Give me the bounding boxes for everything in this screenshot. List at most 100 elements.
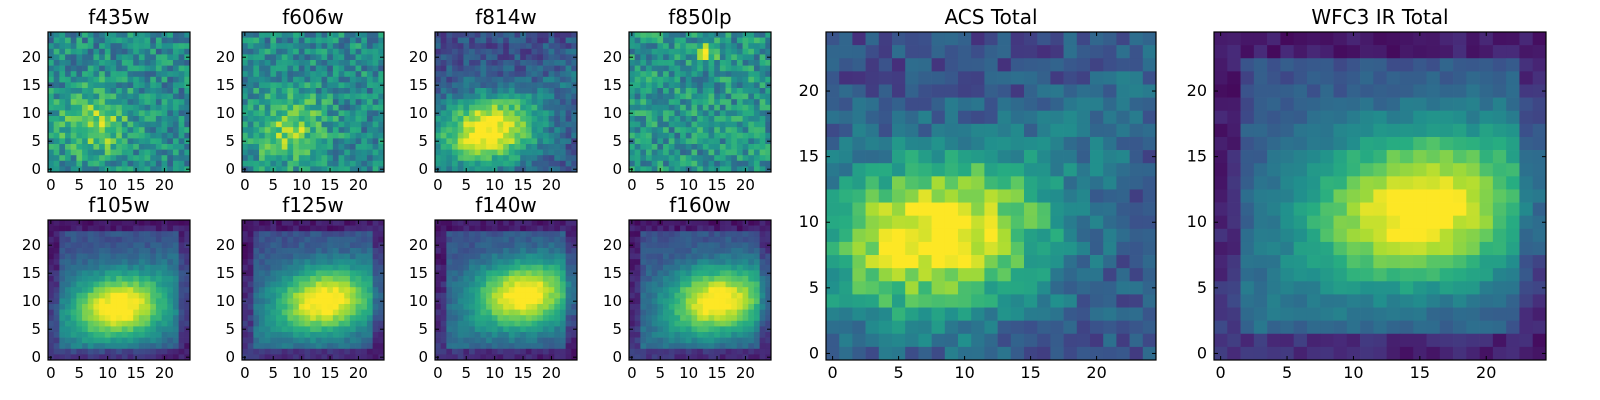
heatmap-cell: [293, 225, 300, 232]
heatmap-cell: [99, 354, 106, 361]
heatmap-cell: [349, 292, 356, 299]
heatmap-cell: [542, 309, 549, 316]
heatmap-cell: [668, 242, 675, 249]
heatmap-cell: [110, 149, 117, 156]
heatmap-cell: [663, 43, 670, 50]
heatmap-cell: [242, 149, 249, 156]
heatmap-cell: [759, 93, 766, 100]
heatmap-cell: [247, 264, 254, 271]
heatmap-cell: [640, 110, 647, 117]
heatmap-cell: [355, 104, 362, 111]
heatmap-cell: [161, 110, 168, 117]
heatmap-cell: [315, 104, 322, 111]
heatmap-cell: [753, 76, 760, 83]
heatmap-cell: [685, 88, 692, 94]
heatmap-cell: [321, 276, 328, 282]
heatmap-cell: [150, 110, 157, 117]
heatmap-cell: [247, 343, 254, 350]
heatmap-cell: [116, 332, 123, 338]
heatmap-cell: [298, 242, 305, 249]
heatmap-cell: [253, 99, 260, 106]
heatmap-cell: [65, 138, 72, 145]
heatmap-cell: [736, 32, 743, 38]
heatmap-cell: [378, 304, 385, 310]
heatmap-cell: [293, 304, 300, 310]
heatmap-cell: [753, 65, 760, 72]
heatmap-cell: [719, 82, 726, 89]
heatmap-cell: [349, 287, 356, 294]
heatmap-cell: [87, 132, 94, 139]
heatmap-cell: [708, 220, 715, 226]
heatmap-cell: [452, 127, 459, 134]
heatmap-cell: [508, 332, 515, 338]
heatmap-cell: [697, 281, 704, 288]
heatmap-cell: [435, 99, 442, 106]
heatmap-cell: [138, 315, 145, 322]
heatmap-cell: [304, 43, 311, 50]
heatmap-cell: [702, 88, 709, 94]
heatmap-cell: [53, 32, 60, 38]
heatmap-cell: [366, 287, 373, 294]
heatmap-cell: [508, 276, 515, 282]
heatmap-cell: [435, 37, 442, 44]
heatmap-cell: [327, 138, 334, 145]
heatmap-cell: [242, 43, 249, 50]
heatmap-cell: [361, 60, 368, 66]
heatmap-cell: [338, 320, 345, 327]
heatmap-cell: [259, 354, 266, 361]
heatmap-cell: [565, 37, 572, 44]
heatmap-cell: [270, 149, 277, 156]
heatmap-cell: [548, 253, 555, 260]
heatmap-cell: [525, 354, 532, 361]
heatmap-cell: [167, 354, 174, 361]
heatmap-cell: [537, 287, 544, 294]
heatmap-cell: [242, 276, 249, 282]
heatmap-cell: [355, 116, 362, 122]
heatmap-cell: [725, 144, 732, 150]
heatmap-cell: [486, 104, 493, 111]
heatmap-cell: [491, 132, 498, 139]
heatmap-cell: [486, 155, 493, 162]
heatmap-cell: [440, 225, 447, 232]
heatmap-cell: [332, 32, 339, 38]
heatmap-cell: [491, 37, 498, 44]
heatmap-cell: [355, 37, 362, 44]
heatmap-cell: [110, 236, 117, 243]
heatmap-cell: [104, 276, 111, 282]
heatmap-cell: [298, 225, 305, 232]
heatmap-cell: [172, 48, 179, 55]
heatmap-cell: [87, 48, 94, 55]
heatmap-cell: [537, 259, 544, 266]
heatmap-cell: [366, 48, 373, 55]
heatmap-cell: [349, 220, 356, 226]
heatmap-cell: [736, 138, 743, 145]
heatmap-cell: [82, 110, 89, 117]
heatmap-cell: [70, 37, 77, 44]
heatmap-cell: [469, 104, 476, 111]
heatmap-cell: [697, 276, 704, 282]
heatmap-cell: [731, 298, 738, 305]
heatmap-cell: [697, 144, 704, 150]
heatmap-cell: [259, 292, 266, 299]
heatmap-cell: [344, 132, 351, 139]
heatmap-cell: [378, 253, 385, 260]
heatmap-cell: [104, 264, 111, 271]
heatmap-cell: [508, 315, 515, 322]
heatmap-cell: [172, 121, 179, 128]
heatmap-cell: [514, 236, 521, 243]
heatmap-cell: [657, 93, 664, 100]
heatmap-cell: [748, 155, 755, 162]
heatmap-cell: [332, 281, 339, 288]
heatmap-cell: [121, 337, 128, 344]
heatmap-cell: [144, 298, 151, 305]
heatmap-cell: [178, 37, 185, 44]
heatmap-cell: [247, 276, 254, 282]
heatmap-cell: [474, 32, 481, 38]
heatmap-cell: [685, 236, 692, 243]
heatmap-cell: [463, 144, 470, 150]
heatmap-cell: [537, 132, 544, 139]
heatmap-cell: [133, 99, 140, 106]
heatmap-cell: [520, 76, 527, 83]
heatmap-cell: [725, 225, 732, 232]
heatmap-cell: [304, 48, 311, 55]
